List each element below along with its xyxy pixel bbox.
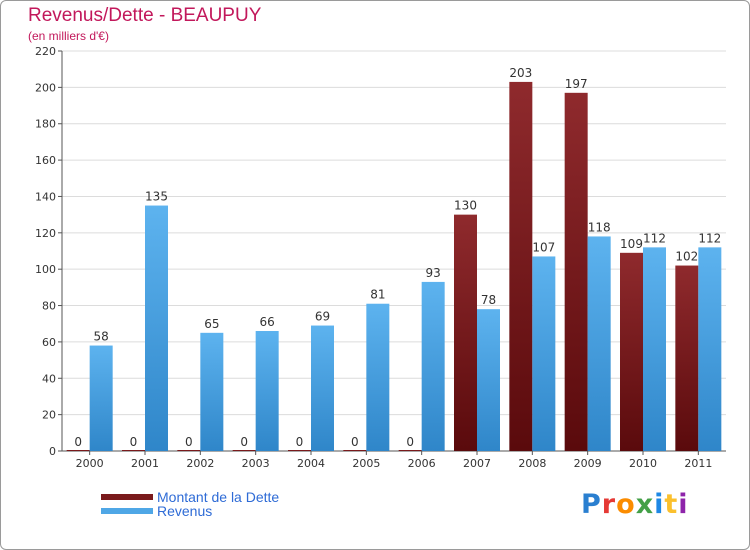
legend-item-debt: Montant de la Dette (101, 489, 279, 505)
bar-revenue (145, 205, 168, 451)
y-tick-label: 80 (42, 300, 56, 313)
bar-revenue (366, 303, 390, 451)
y-tick-label: 40 (42, 372, 56, 385)
y-tick-label: 200 (35, 81, 56, 94)
data-label: 78 (481, 293, 496, 307)
x-tick-label: 2002 (186, 457, 214, 470)
data-label: 69 (315, 310, 330, 324)
legend-swatch-debt (101, 494, 153, 500)
data-label: 0 (406, 435, 414, 449)
legend-label-debt: Montant de la Dette (157, 489, 280, 505)
x-tick-label: 2004 (297, 457, 325, 470)
bar-revenue (421, 281, 445, 451)
bar-revenue (89, 345, 113, 451)
data-label: 65 (204, 317, 219, 331)
bar-revenue (532, 256, 556, 451)
x-tick-label: 2009 (574, 457, 602, 470)
proxiti-logo: Proxiti (581, 489, 689, 520)
data-label: 197 (565, 77, 588, 91)
x-tick-label: 2000 (76, 457, 104, 470)
bar-debt (620, 252, 643, 451)
data-label: 109 (620, 237, 643, 251)
data-label: 118 (588, 220, 611, 234)
legend-label-revenue: Revenus (157, 503, 213, 519)
y-tick-label: 180 (35, 118, 56, 131)
data-label: 203 (509, 66, 532, 80)
x-tick-label: 2001 (131, 457, 159, 470)
data-label: 58 (94, 330, 109, 344)
data-label: 130 (454, 199, 477, 213)
x-tick-label: 2007 (463, 457, 491, 470)
y-tick-label: 160 (35, 154, 56, 167)
data-label: 0 (351, 435, 359, 449)
data-label: 102 (675, 250, 698, 264)
x-tick-label: 2005 (352, 457, 380, 470)
bar-revenue (587, 236, 611, 451)
y-tick-label: 60 (42, 336, 56, 349)
data-label: 112 (698, 231, 721, 245)
data-label: 93 (426, 266, 441, 280)
x-tick-label: 2006 (408, 457, 436, 470)
bar-revenue (255, 331, 279, 451)
data-label: 0 (74, 435, 82, 449)
bar-revenue (698, 247, 722, 451)
data-label: 0 (240, 435, 248, 449)
y-tick-label: 100 (35, 263, 56, 276)
y-tick-label: 140 (35, 190, 56, 203)
bar-debt (564, 92, 588, 452)
bar-debt (675, 265, 699, 451)
y-tick-label: 120 (35, 227, 56, 240)
bar-revenue (200, 332, 224, 451)
x-tick-label: 2003 (242, 457, 270, 470)
y-tick-label: 220 (35, 45, 56, 58)
data-label: 0 (296, 435, 304, 449)
data-label: 0 (130, 435, 138, 449)
bar-revenue (643, 247, 666, 451)
x-tick-label: 2010 (629, 457, 657, 470)
data-label: 81 (370, 288, 385, 302)
bar-revenue (311, 325, 334, 451)
chart-subtitle: (en milliers d'€) (28, 29, 109, 43)
legend-swatch-revenue (101, 508, 153, 514)
data-label: 107 (532, 240, 555, 254)
chart-title: Revenus/Dette - BEAUPUY (28, 5, 262, 26)
data-label: 112 (643, 231, 666, 245)
data-label: 135 (145, 190, 168, 204)
x-tick-label: 2011 (684, 457, 712, 470)
bar-debt (454, 214, 477, 451)
data-label: 66 (260, 315, 275, 329)
bar-debt (509, 81, 533, 451)
y-tick-label: 0 (49, 445, 56, 458)
x-tick-label: 2008 (518, 457, 546, 470)
data-label: 0 (185, 435, 193, 449)
legend-item-revenue: Revenus (101, 503, 212, 519)
bar-revenue (477, 309, 500, 451)
y-tick-label: 20 (42, 409, 56, 422)
